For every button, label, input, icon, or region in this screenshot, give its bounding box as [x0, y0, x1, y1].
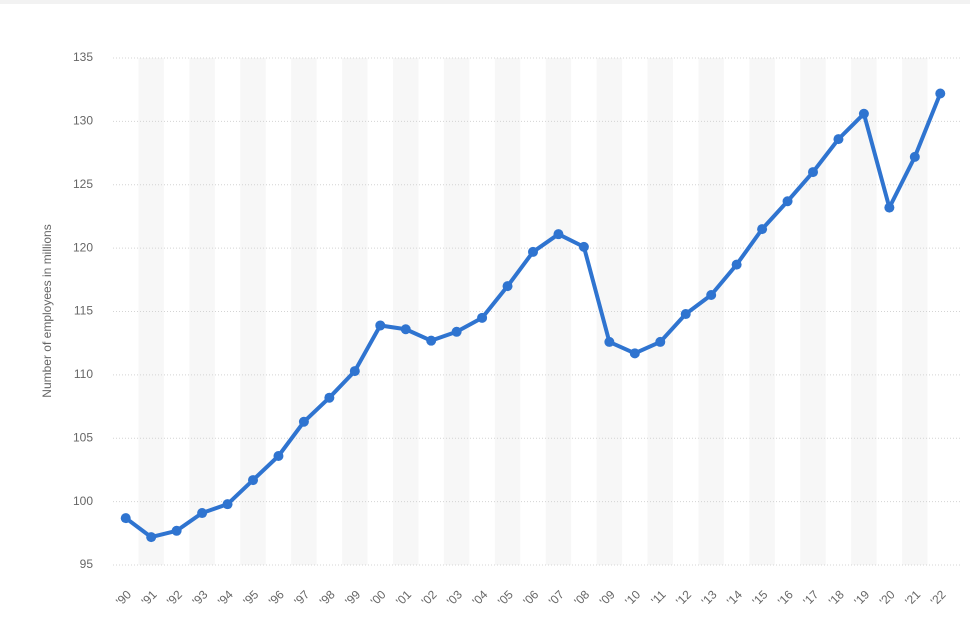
stripe [545, 58, 572, 565]
point [604, 336, 615, 347]
x-tick-label: '92 [164, 587, 185, 608]
point [808, 167, 818, 178]
point [528, 246, 538, 257]
x-tick-label: '96 [266, 587, 287, 608]
x-tick-label: '16 [775, 587, 796, 608]
x-tick-label: '97 [291, 587, 312, 608]
point [553, 229, 564, 240]
point [451, 326, 462, 337]
y-tick-label: 95 [80, 557, 94, 571]
x-tick-label: '18 [826, 587, 847, 608]
y-tick-label: 110 [74, 367, 93, 381]
y-tick-label: 105 [73, 430, 93, 444]
point [400, 324, 411, 335]
point [731, 259, 742, 270]
x-tick-label: '12 [673, 587, 694, 608]
x-tick-label: '15 [749, 587, 770, 608]
stripe [138, 58, 164, 565]
x-tick-label: '91 [139, 587, 160, 608]
x-tick-label: '20 [877, 587, 898, 608]
point [680, 309, 691, 320]
x-tick-label: '02 [419, 587, 440, 608]
point [502, 281, 513, 292]
stripe [291, 58, 317, 565]
point [782, 196, 793, 207]
top-bar [0, 0, 970, 4]
point [222, 499, 233, 510]
y-tick-label: 130 [73, 114, 93, 128]
point [120, 513, 131, 524]
x-tick-label: '01 [393, 587, 414, 608]
stripe [494, 58, 521, 565]
stripe [189, 58, 215, 565]
y-axis-label: Number of employees in millions [40, 224, 54, 397]
point [935, 88, 946, 99]
point [349, 366, 360, 377]
point [146, 532, 157, 543]
x-tick-label: '04 [469, 587, 490, 608]
x-tick-label: '07 [546, 587, 567, 608]
x-tick-label: '11 [648, 587, 669, 608]
y-tick-label: 120 [73, 240, 93, 254]
x-tick-label: '05 [495, 587, 516, 608]
x-tick-label: '98 [317, 587, 338, 608]
y-tick-label: 100 [73, 494, 93, 508]
stripe [342, 58, 368, 565]
point [426, 335, 437, 346]
stripe [698, 58, 724, 565]
x-tick-label: '19 [851, 587, 872, 608]
x-tick-label: '10 [622, 587, 643, 608]
point [375, 320, 386, 331]
x-tick-label: '94 [215, 587, 236, 608]
point [171, 525, 182, 536]
x-tick-label: '13 [699, 587, 720, 608]
x-tick-label: '95 [240, 587, 261, 608]
point [273, 450, 284, 461]
y-tick-label: 135 [73, 50, 93, 64]
point [477, 312, 488, 323]
point [909, 151, 920, 162]
stripe [647, 58, 673, 565]
point [578, 241, 589, 252]
point [298, 416, 309, 427]
point [629, 348, 640, 359]
point [757, 224, 768, 235]
x-tick-label: '09 [597, 587, 618, 608]
x-tick-label: '14 [724, 587, 745, 608]
point [884, 202, 895, 213]
point [655, 336, 666, 347]
x-tick-label: '93 [189, 587, 210, 608]
stripe [443, 58, 470, 565]
point [248, 475, 258, 486]
x-tick-label: '17 [800, 587, 821, 608]
point [833, 134, 844, 145]
x-tick-label: '03 [444, 587, 465, 608]
y-tick-label: 125 [73, 177, 93, 191]
x-tick-label: '21 [902, 587, 923, 608]
x-tick-label: '22 [928, 587, 949, 608]
point [706, 290, 717, 301]
x-tick-label: '90 [113, 587, 134, 608]
point [858, 108, 869, 119]
x-tick-label: '00 [368, 587, 389, 608]
x-tick-label: '06 [520, 587, 541, 608]
stripe [393, 58, 419, 565]
x-tick-label: '99 [342, 587, 363, 608]
point [197, 508, 208, 519]
point [324, 392, 335, 403]
x-tick-label: '08 [571, 587, 592, 608]
y-tick-label: 115 [74, 304, 93, 318]
